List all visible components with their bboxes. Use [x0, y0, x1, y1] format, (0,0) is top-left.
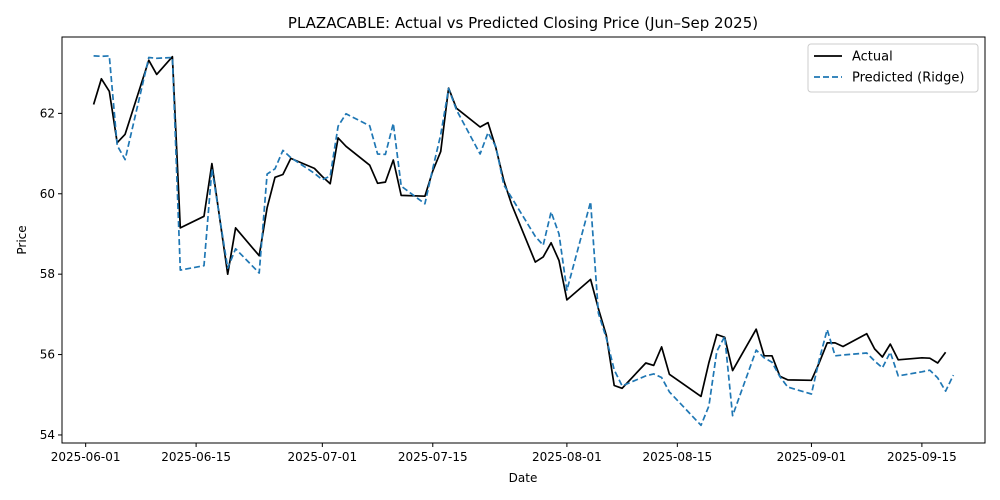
y-tick-label: 60 [40, 187, 55, 201]
x-axis: 2025-06-01 2025-06-15 2025-07-01 2025-07-15… [51, 443, 957, 464]
y-axis: 54 56 58 60 62 [40, 106, 62, 442]
chart-title: PLAZACABLE: Actual vs Predicted Closing … [288, 14, 758, 32]
x-axis-label: Date [509, 471, 538, 485]
x-tick-label: 2025-06-15 [161, 450, 231, 464]
legend: Actual Predicted (Ridge) [807, 43, 979, 93]
plot-frame [61, 36, 986, 444]
plot-area [92, 55, 955, 427]
x-tick-label: 2025-08-15 [642, 450, 712, 464]
legend-box [807, 43, 979, 93]
legend-label: Actual [852, 50, 893, 65]
y-tick-label: 58 [40, 267, 55, 281]
series-line-predicted [93, 55, 955, 427]
x-tick-label: 2025-07-01 [287, 450, 357, 464]
x-tick-label: 2025-07-15 [398, 450, 468, 464]
y-tick-label: 62 [40, 106, 55, 120]
x-tick-label: 2025-06-01 [51, 450, 121, 464]
x-tick-label: 2025-09-15 [887, 450, 957, 464]
y-tick-label: 54 [40, 428, 55, 442]
y-axis-label: Price [15, 225, 29, 254]
y-tick-label: 56 [40, 348, 55, 362]
series-line-actual [92, 55, 947, 398]
legend-label: Predicted (Ridge) [852, 71, 964, 86]
x-tick-label: 2025-08-01 [532, 450, 602, 464]
x-tick-label: 2025-09-01 [777, 450, 847, 464]
